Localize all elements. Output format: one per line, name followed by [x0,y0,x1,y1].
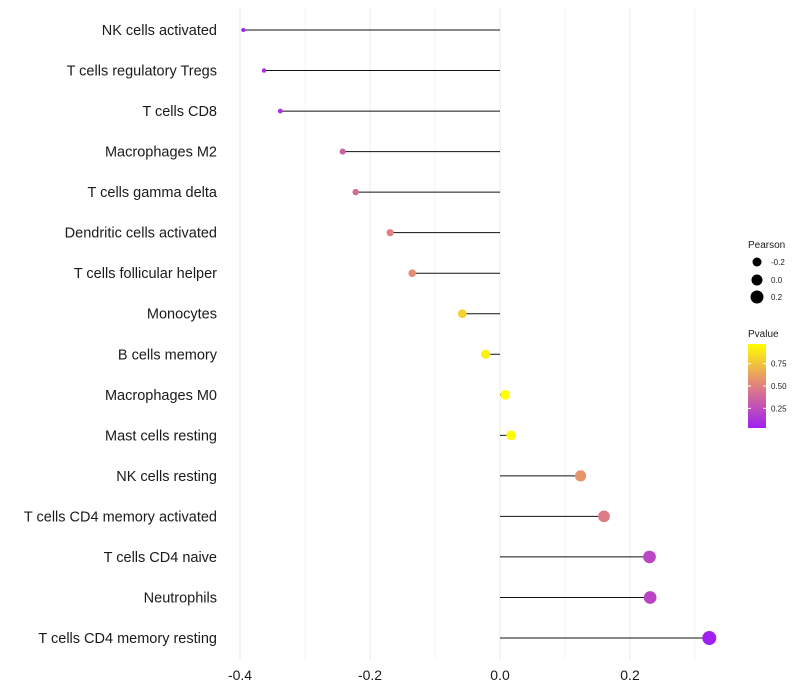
color-bar [748,344,766,428]
data-point [386,229,394,237]
data-point [481,349,491,359]
data-point [500,389,511,400]
stems [243,29,710,639]
category-label: B cells memory [118,347,218,363]
data-point [261,68,267,73]
grid [239,8,696,660]
category-label: Macrophages M0 [105,388,217,404]
category-label: T cells CD4 memory activated [24,509,217,525]
size-legend-label: -0.2 [771,258,785,267]
size-legend-label: 0.2 [771,293,783,302]
category-label: NK cells resting [116,469,217,485]
category-label: T cells CD4 naive [104,550,217,566]
color-legend-title: Pvalue [748,329,779,340]
data-point [277,108,283,114]
category-label: T cells CD8 [142,104,217,120]
category-label: NK cells activated [102,23,217,39]
size-legend-key [752,257,762,267]
x-axis-labels: -0.4 -0.2 0.0 0.2 [228,667,640,683]
data-point [598,510,610,523]
x-tick-label: 0.0 [490,667,510,683]
category-label: Macrophages M2 [105,145,217,161]
color-legend-label: 0.50 [771,382,787,391]
legend: Pearson -0.2 0.0 0.2 Pvalue 0.75 0.50 0.25 [748,240,787,428]
category-label: Dendritic cells activated [65,226,217,242]
data-point [339,148,346,155]
x-tick-label: -0.2 [358,667,382,683]
size-legend-label: 0.0 [771,276,783,285]
data-point [457,309,467,319]
category-label: T cells gamma delta [88,185,218,201]
color-legend-label: 0.75 [771,360,787,369]
data-point [352,188,359,196]
category-label: Monocytes [147,307,217,323]
data-point [241,28,246,32]
color-legend-label: 0.25 [771,404,787,413]
x-tick-label: 0.2 [620,667,640,683]
size-legend-title: Pearson [748,240,785,251]
y-axis-labels: NK cells activated T cells regulatory Tre… [24,23,218,647]
data-point [643,550,656,564]
data-point [574,470,587,482]
size-legend-key [750,290,764,304]
category-label: T cells regulatory Tregs [67,64,217,80]
category-label: T cells CD4 memory resting [38,631,217,647]
data-point [408,269,417,278]
category-label: Mast cells resting [105,428,217,444]
data-point [506,430,516,441]
color-legend-ticks: 0.75 0.50 0.25 [748,360,787,413]
data-point [643,591,657,604]
points [241,28,717,645]
size-legend: -0.2 0.0 0.2 [750,257,785,304]
category-label: Neutrophils [144,590,217,606]
category-label: T cells follicular helper [74,266,217,282]
size-legend-key [751,274,763,286]
x-tick-label: -0.4 [228,667,252,683]
data-point [702,631,717,645]
